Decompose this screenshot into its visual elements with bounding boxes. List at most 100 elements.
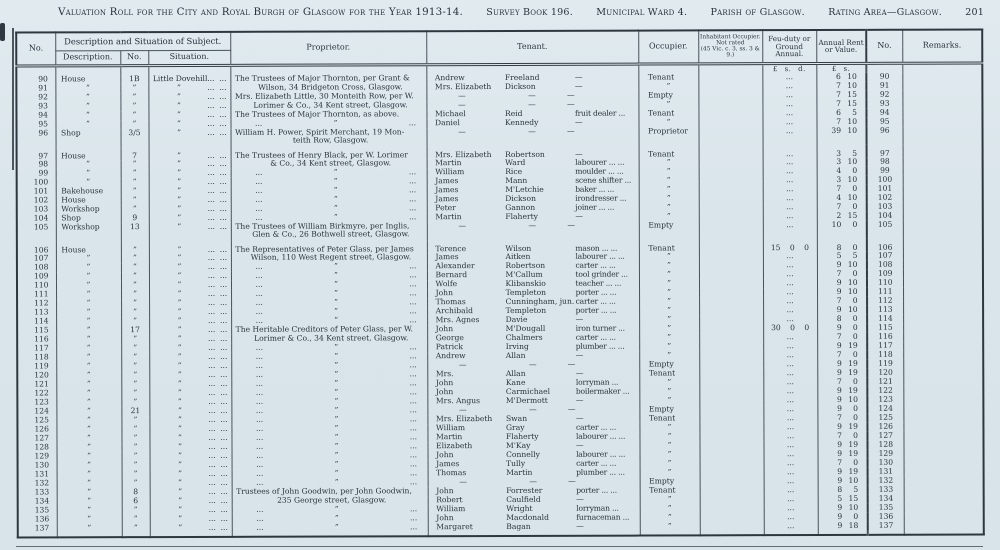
situation-text: Little Dovehill	[152, 74, 208, 83]
tenant-surname: Irving	[505, 342, 529, 351]
tenant-cell: Terence Wilson mason ... ...	[426, 239, 639, 253]
description-cell: Workshop	[55, 222, 121, 241]
situation-cell: ”......	[149, 415, 232, 425]
rent-shillings: 10	[847, 117, 858, 126]
rent-shillings: 0	[852, 323, 858, 332]
subject-number-cell: ”	[121, 397, 150, 407]
subject-number-cell: ”	[121, 424, 150, 434]
remarks-cell	[904, 494, 984, 503]
valuation-table-wrap: No. Description and Situation of Subject…	[15, 28, 985, 539]
rent-pounds: 9	[837, 404, 842, 413]
feu-duty-cell: ...	[762, 117, 817, 127]
tenant-occupation: —	[574, 73, 583, 82]
dot-leader: ...	[207, 289, 216, 298]
rent-pounds: 8	[836, 242, 842, 252]
occupier-cell: Tenant	[639, 368, 700, 379]
rent-shillings: 10	[847, 278, 858, 287]
rent-pounds: 7	[836, 377, 842, 386]
tenant-occupation: —	[575, 414, 584, 423]
dot-leader: ...	[220, 469, 228, 478]
subject-number-cell: ”	[120, 204, 149, 214]
remarks-cell	[903, 341, 983, 350]
rent-pounds: 9	[836, 305, 842, 314]
remarks-cell	[904, 485, 984, 494]
tenant-occupation: porter ... ...	[575, 288, 617, 297]
situation-text: ”	[177, 159, 182, 168]
rent-shillings: 5	[853, 485, 859, 494]
situation-cell: ”......	[149, 496, 232, 506]
tenant-forename: Martin	[435, 212, 462, 221]
situation-text: ”	[178, 469, 183, 478]
rent-pounds: 9	[837, 395, 842, 404]
tenant-forename: —	[458, 221, 467, 230]
tenant-cell: Mrs. Elizabeth Robertson —	[426, 145, 639, 159]
remarks-cell	[903, 305, 983, 314]
rent-shillings: 19	[848, 341, 858, 350]
row-number-left: 116	[17, 334, 57, 345]
situation-text: ”	[177, 343, 182, 352]
rent-shillings: 5	[852, 251, 858, 260]
row-number-right: 107	[866, 251, 903, 261]
situation-text: ”	[178, 460, 183, 469]
annual-rent-cell: 9 19	[817, 440, 868, 450]
feu-duty-cell: ...	[762, 99, 817, 109]
tenant-occupation: —	[575, 149, 583, 159]
subject-number-cell: ”	[120, 101, 149, 111]
situation-text: ”	[177, 307, 182, 316]
annual-rent-cell: 9 19	[817, 449, 868, 459]
tenant-surname: Carmichael	[505, 387, 551, 396]
dot-leader: ...	[219, 74, 227, 83]
situation-cell: ”......	[149, 361, 232, 371]
dot-leader: ...	[220, 451, 228, 460]
description-cell: ”	[55, 119, 121, 129]
row-number-left: 135	[17, 505, 57, 516]
dot-leader: ...	[220, 334, 228, 343]
annual-rent-cell: 9 10	[816, 260, 867, 270]
subject-number-cell: ”	[121, 523, 150, 533]
row-number-left: 120	[17, 370, 57, 381]
row-number-left: 96	[16, 128, 56, 148]
rent-pounds: 9	[836, 341, 842, 350]
tenant-surname: Connelly	[506, 450, 540, 459]
tenant-occupation: —	[567, 405, 576, 414]
situation-cell: ”......	[149, 343, 232, 353]
feu-duty-cell: ...	[763, 359, 818, 369]
tenant-forename: William	[436, 504, 466, 513]
description-cell: ”	[56, 460, 122, 470]
rent-pounds: 5	[837, 494, 843, 503]
subject-number-cell: ”	[121, 334, 150, 344]
rent-shillings: 10	[848, 476, 859, 485]
remarks-cell	[903, 184, 983, 193]
remarks-cell	[904, 476, 984, 485]
occupier-cell: ”	[638, 157, 699, 168]
tenant-occupation: labourer ... ...	[575, 432, 626, 441]
rent-pounds: 7	[836, 81, 841, 90]
tenant-forename: Martin	[435, 432, 463, 441]
remarks-cell	[903, 126, 983, 144]
remarks-cell	[904, 503, 984, 512]
proprietor-cell: The Trustees of Henry Black, per W. Lori…	[230, 145, 427, 160]
tenant-forename: James	[435, 252, 459, 261]
rent-pounds: 39	[831, 126, 842, 135]
col-header-occupier: Occupier.	[638, 30, 699, 64]
tenant-forename: James	[435, 185, 459, 194]
dot-leader: ...	[207, 204, 215, 213]
situation-text: ”	[177, 361, 182, 370]
situation-text: ”	[177, 325, 182, 334]
situation-cell: ”......	[148, 271, 232, 281]
row-number-right: 120	[867, 368, 904, 378]
tenant-forename: Mrs. Elizabeth	[435, 149, 492, 159]
tenant-occupation: lorryman ...	[575, 378, 619, 387]
situation-cell: ”......	[149, 325, 232, 335]
feu-duty-cell: ...	[763, 350, 818, 360]
tenant-forename: Mrs. Agnes	[435, 315, 480, 324]
description-cell: ”	[55, 271, 121, 281]
situation-cell: ”......	[149, 523, 232, 533]
situation-text: ”	[177, 150, 182, 160]
rent-shillings: 0	[852, 314, 858, 323]
tenant-surname: Robertson	[505, 261, 546, 270]
dot-leader: ...	[208, 451, 216, 460]
annual-rent-cell: 9 10	[817, 503, 868, 513]
row-number-right: 98	[866, 157, 903, 167]
occupier-cell: ”	[639, 341, 700, 352]
